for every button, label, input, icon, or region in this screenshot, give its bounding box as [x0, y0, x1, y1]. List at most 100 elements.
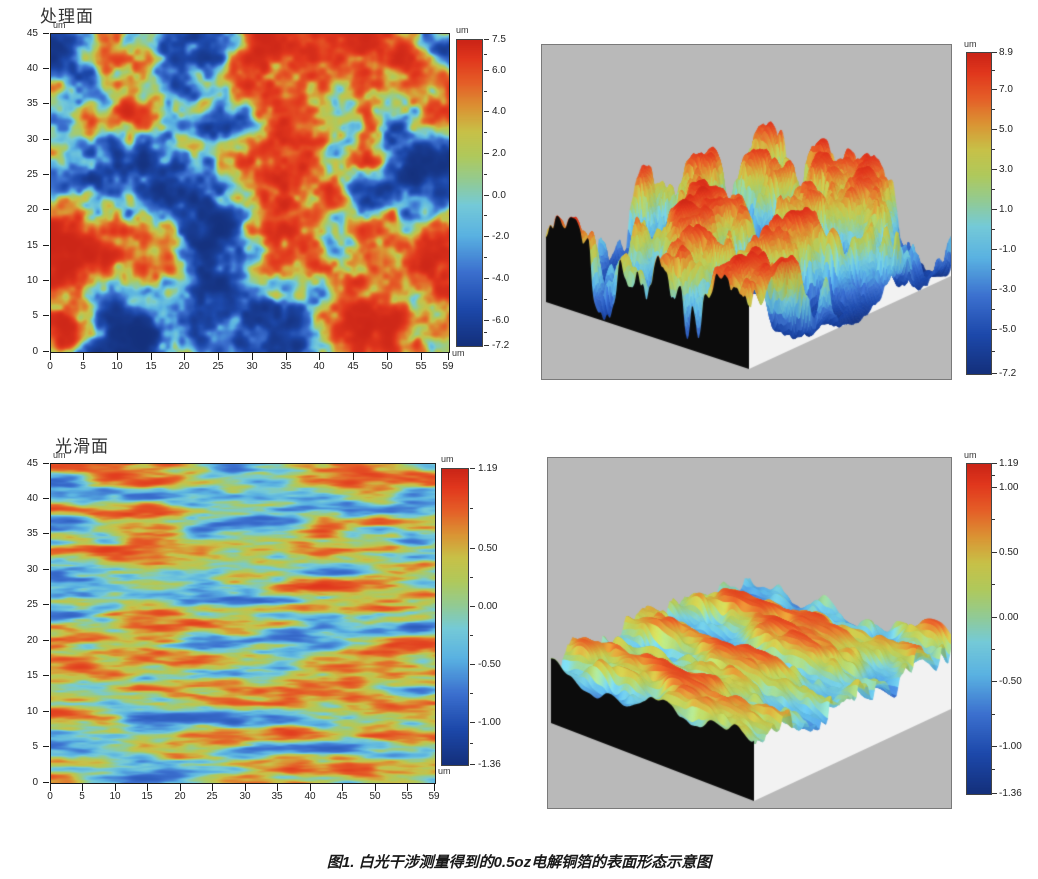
colorbar-minor-tick: [992, 519, 995, 520]
colorbar-minor-tick: [992, 149, 995, 150]
colorbar-tick: [992, 793, 997, 794]
colorbar-tick: [992, 329, 997, 330]
x-axis-tick: [310, 784, 311, 791]
colorbar-tick: [992, 52, 997, 53]
colorbar-tick: [470, 664, 475, 665]
colorbar-tick: [992, 373, 997, 374]
colorbar-tick-label: -2.0: [492, 231, 510, 242]
colorbar-minor-tick: [992, 70, 995, 71]
colorbar-tick-label: 7.0: [999, 84, 1013, 95]
colorbar-smooth-3d: [966, 463, 992, 795]
x-axis-tick: [180, 784, 181, 791]
colorbar-minor-tick: [992, 229, 995, 230]
colorbar-tick-label: 0.50: [478, 543, 498, 554]
x-axis-tick: [375, 784, 376, 791]
y-axis-tick-label: 0: [32, 777, 38, 788]
colorbar-tick: [992, 487, 997, 488]
colorbar-tick-label: -0.50: [478, 659, 501, 670]
figure-caption: 图1. 白光干涉测量得到的0.5oz电解铜箔的表面形态示意图: [326, 854, 712, 871]
x-axis-tick-label: 5: [79, 791, 85, 802]
y-axis-tick: [43, 675, 49, 676]
x-axis-tick: [50, 353, 51, 360]
y-axis-tick-label: 10: [26, 706, 38, 717]
colorbar-tick-label: 7.5: [492, 34, 506, 45]
colorbar-minor-tick: [484, 91, 487, 92]
colorbar-minor-tick: [470, 508, 473, 509]
x-axis-tick: [245, 784, 246, 791]
colorbar-tick-label: -7.2: [999, 368, 1017, 379]
colorbar-minor-tick: [484, 54, 487, 55]
y-axis-tick-label: 5: [32, 741, 38, 752]
y-axis-tick: [43, 33, 49, 34]
colorbar-tick-label: -5.0: [999, 324, 1017, 335]
x-axis-tick-label: 45: [336, 791, 348, 802]
colorbar-smooth-2d-canvas: [442, 469, 468, 765]
colorbar-tick: [484, 195, 489, 196]
y-axis-tick-label: 45: [26, 28, 38, 39]
x-axis-tick: [147, 784, 148, 791]
colorbar-tick: [992, 681, 997, 682]
y-axis-tick: [43, 711, 49, 712]
y-axis-tick: [43, 245, 49, 246]
y-axis-tick-label: 25: [26, 169, 38, 180]
colorbar-unit-top-treated-3d: um: [964, 39, 977, 49]
x-axis-tick-label: 10: [111, 361, 123, 372]
x-axis-tick-label: 55: [401, 791, 413, 802]
y-axis-tick-label: 15: [26, 670, 38, 681]
colorbar-tick-label: 0.50: [999, 547, 1019, 558]
heatmap-treated-2d-frame: [50, 33, 450, 353]
x-axis-tick-label: 10: [109, 791, 121, 802]
y-axis-tick-label: 40: [26, 63, 38, 74]
y-axis-tick-label: 5: [32, 310, 38, 321]
colorbar-tick: [992, 617, 997, 618]
colorbar-tick: [992, 209, 997, 210]
x-axis-tick-label: 30: [239, 791, 251, 802]
colorbar-tick: [992, 249, 997, 250]
y-axis-tick: [43, 103, 49, 104]
colorbar-tick-label: 1.0: [999, 204, 1013, 215]
heatmap-treated-2d-canvas: [51, 34, 449, 352]
colorbar-smooth-2d: [441, 468, 469, 766]
x-axis-tick-label: 15: [141, 791, 153, 802]
colorbar-minor-tick: [992, 351, 995, 352]
colorbar-tick-label: 1.19: [999, 458, 1019, 469]
colorbar-tick-label: 0.00: [478, 601, 498, 612]
y-axis-tick: [43, 174, 49, 175]
y-axis-tick: [43, 746, 49, 747]
colorbar-minor-tick: [992, 189, 995, 190]
x-axis-tick-label: 5: [80, 361, 86, 372]
colorbar-treated-3d: [966, 52, 992, 375]
y-axis-tick-label: 35: [26, 98, 38, 109]
colorbar-minor-tick: [992, 309, 995, 310]
colorbar-minor-tick: [484, 299, 487, 300]
colorbar-tick-label: -1.00: [999, 741, 1022, 752]
y-axis-tick: [43, 68, 49, 69]
y-axis-tick: [43, 315, 49, 316]
x-axis-tick: [434, 784, 435, 791]
x-axis-tick-label: 0: [47, 791, 53, 802]
y-axis-tick: [43, 569, 49, 570]
colorbar-tick: [484, 70, 489, 71]
colorbar-tick: [992, 463, 997, 464]
x-axis-tick-label: 35: [271, 791, 283, 802]
colorbar-tick: [992, 289, 997, 290]
heatmap-smooth-2d-frame: [50, 463, 436, 784]
x-axis-tick: [151, 353, 152, 360]
x-axis-tick: [218, 353, 219, 360]
colorbar-tick-label: 4.0: [492, 106, 506, 117]
colorbar-tick: [484, 278, 489, 279]
colorbar-minor-tick: [470, 635, 473, 636]
x-axis-tick: [117, 353, 118, 360]
x-axis-tick: [184, 353, 185, 360]
label-smooth-surface: 光滑面: [55, 437, 109, 456]
surface-treated-3d-panel: [541, 44, 952, 380]
colorbar-minor-tick: [484, 257, 487, 258]
colorbar-tick: [484, 39, 489, 40]
colorbar-tick: [992, 129, 997, 130]
y-axis-unit-treated: um: [53, 20, 66, 30]
colorbar-unit-bottom-treated-2d: um: [452, 348, 465, 358]
colorbar-tick-label: 6.0: [492, 65, 506, 76]
colorbar-treated-2d: [456, 39, 483, 347]
y-axis-tick-label: 40: [26, 493, 38, 504]
colorbar-tick-label: -7.2: [492, 340, 510, 351]
